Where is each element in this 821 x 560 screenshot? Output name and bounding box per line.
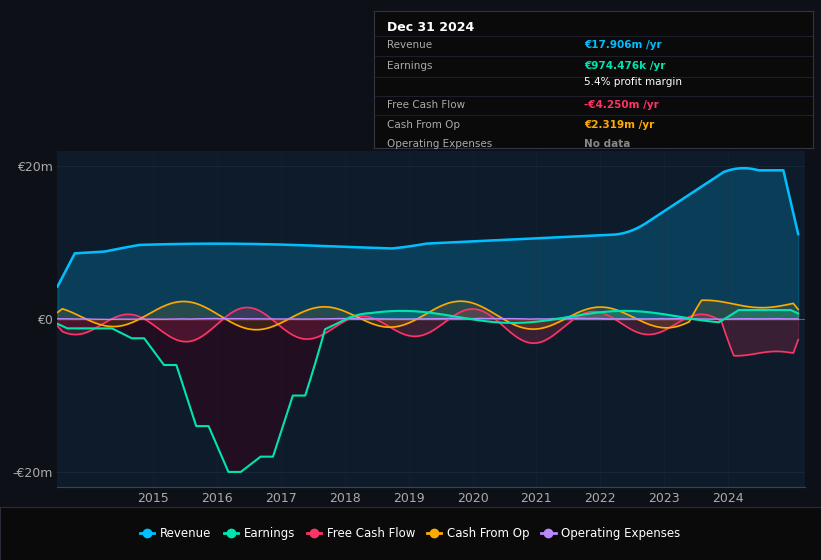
Text: €974.476k /yr: €974.476k /yr (585, 60, 666, 71)
Text: 5.4% profit margin: 5.4% profit margin (585, 77, 682, 87)
Text: €17.906m /yr: €17.906m /yr (585, 40, 662, 50)
Text: Dec 31 2024: Dec 31 2024 (387, 21, 474, 34)
Text: €2.319m /yr: €2.319m /yr (585, 120, 654, 129)
Text: Revenue: Revenue (387, 40, 432, 50)
Text: -€4.250m /yr: -€4.250m /yr (585, 100, 659, 110)
Text: No data: No data (585, 139, 631, 149)
Text: Earnings: Earnings (387, 60, 432, 71)
Text: Cash From Op: Cash From Op (387, 120, 460, 129)
Text: Free Cash Flow: Free Cash Flow (387, 100, 465, 110)
Legend: Revenue, Earnings, Free Cash Flow, Cash From Op, Operating Expenses: Revenue, Earnings, Free Cash Flow, Cash … (135, 522, 686, 545)
Text: Operating Expenses: Operating Expenses (387, 139, 492, 149)
